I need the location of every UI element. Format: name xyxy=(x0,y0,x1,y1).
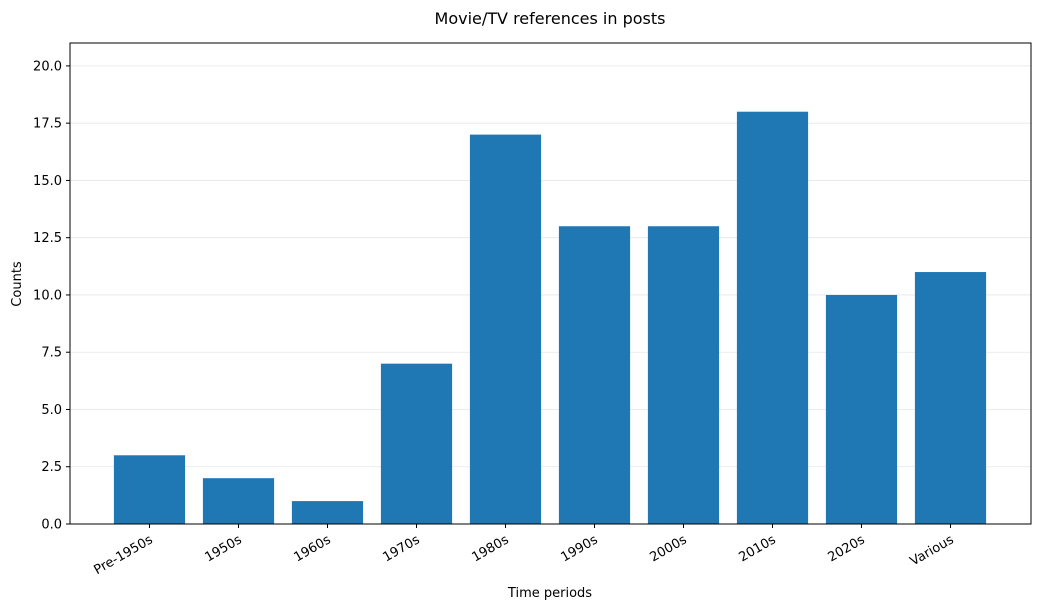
x-tick-label: Various xyxy=(908,532,957,569)
x-tick-label: 2010s xyxy=(736,532,778,565)
x-tick-label: 1960s xyxy=(291,532,333,565)
x-axis-label: Time periods xyxy=(507,586,592,601)
y-tick-label: 2.5 xyxy=(41,460,62,475)
y-tick-label: 7.5 xyxy=(41,346,62,361)
x-tick-label: 1950s xyxy=(202,532,244,565)
y-tick-label: 17.5 xyxy=(33,117,62,132)
x-tick-label: 1990s xyxy=(558,532,600,565)
x-tick-label: 1970s xyxy=(380,532,422,565)
bar xyxy=(558,226,631,524)
y-axis-label: Counts xyxy=(10,261,25,307)
bar xyxy=(202,478,275,524)
bar xyxy=(380,363,453,524)
y-axis: 0.0 2.5 5.0 7.5 10.0 12.5 15.0 17.5 20.0 xyxy=(33,59,70,533)
x-tick-label: 1980s xyxy=(469,532,511,565)
bar xyxy=(291,501,364,524)
bar xyxy=(736,111,809,524)
y-tick-label: 5.0 xyxy=(41,403,62,418)
y-tick-label: 15.0 xyxy=(33,174,62,189)
bar xyxy=(113,455,186,524)
x-tick-label: 2000s xyxy=(647,532,689,565)
bar xyxy=(647,226,720,524)
bars xyxy=(113,111,987,524)
bar xyxy=(469,134,542,524)
plot-frame xyxy=(69,42,1032,525)
x-tick-label: 2020s xyxy=(825,532,867,565)
bar xyxy=(914,272,987,524)
x-tick-label: Pre-1950s xyxy=(92,532,156,578)
grid-lines xyxy=(70,65,1031,468)
x-axis: Pre-1950s 1950s 1960s 1970s 1980s 1990s 2000s 2… xyxy=(92,524,957,578)
bar xyxy=(825,294,898,524)
y-tick-label: 20.0 xyxy=(33,59,62,74)
y-tick-label: 0.0 xyxy=(41,518,62,533)
y-tick-label: 10.0 xyxy=(33,288,62,303)
y-tick-label: 12.5 xyxy=(33,231,62,246)
chart-title: Movie/TV references in posts xyxy=(435,9,666,28)
